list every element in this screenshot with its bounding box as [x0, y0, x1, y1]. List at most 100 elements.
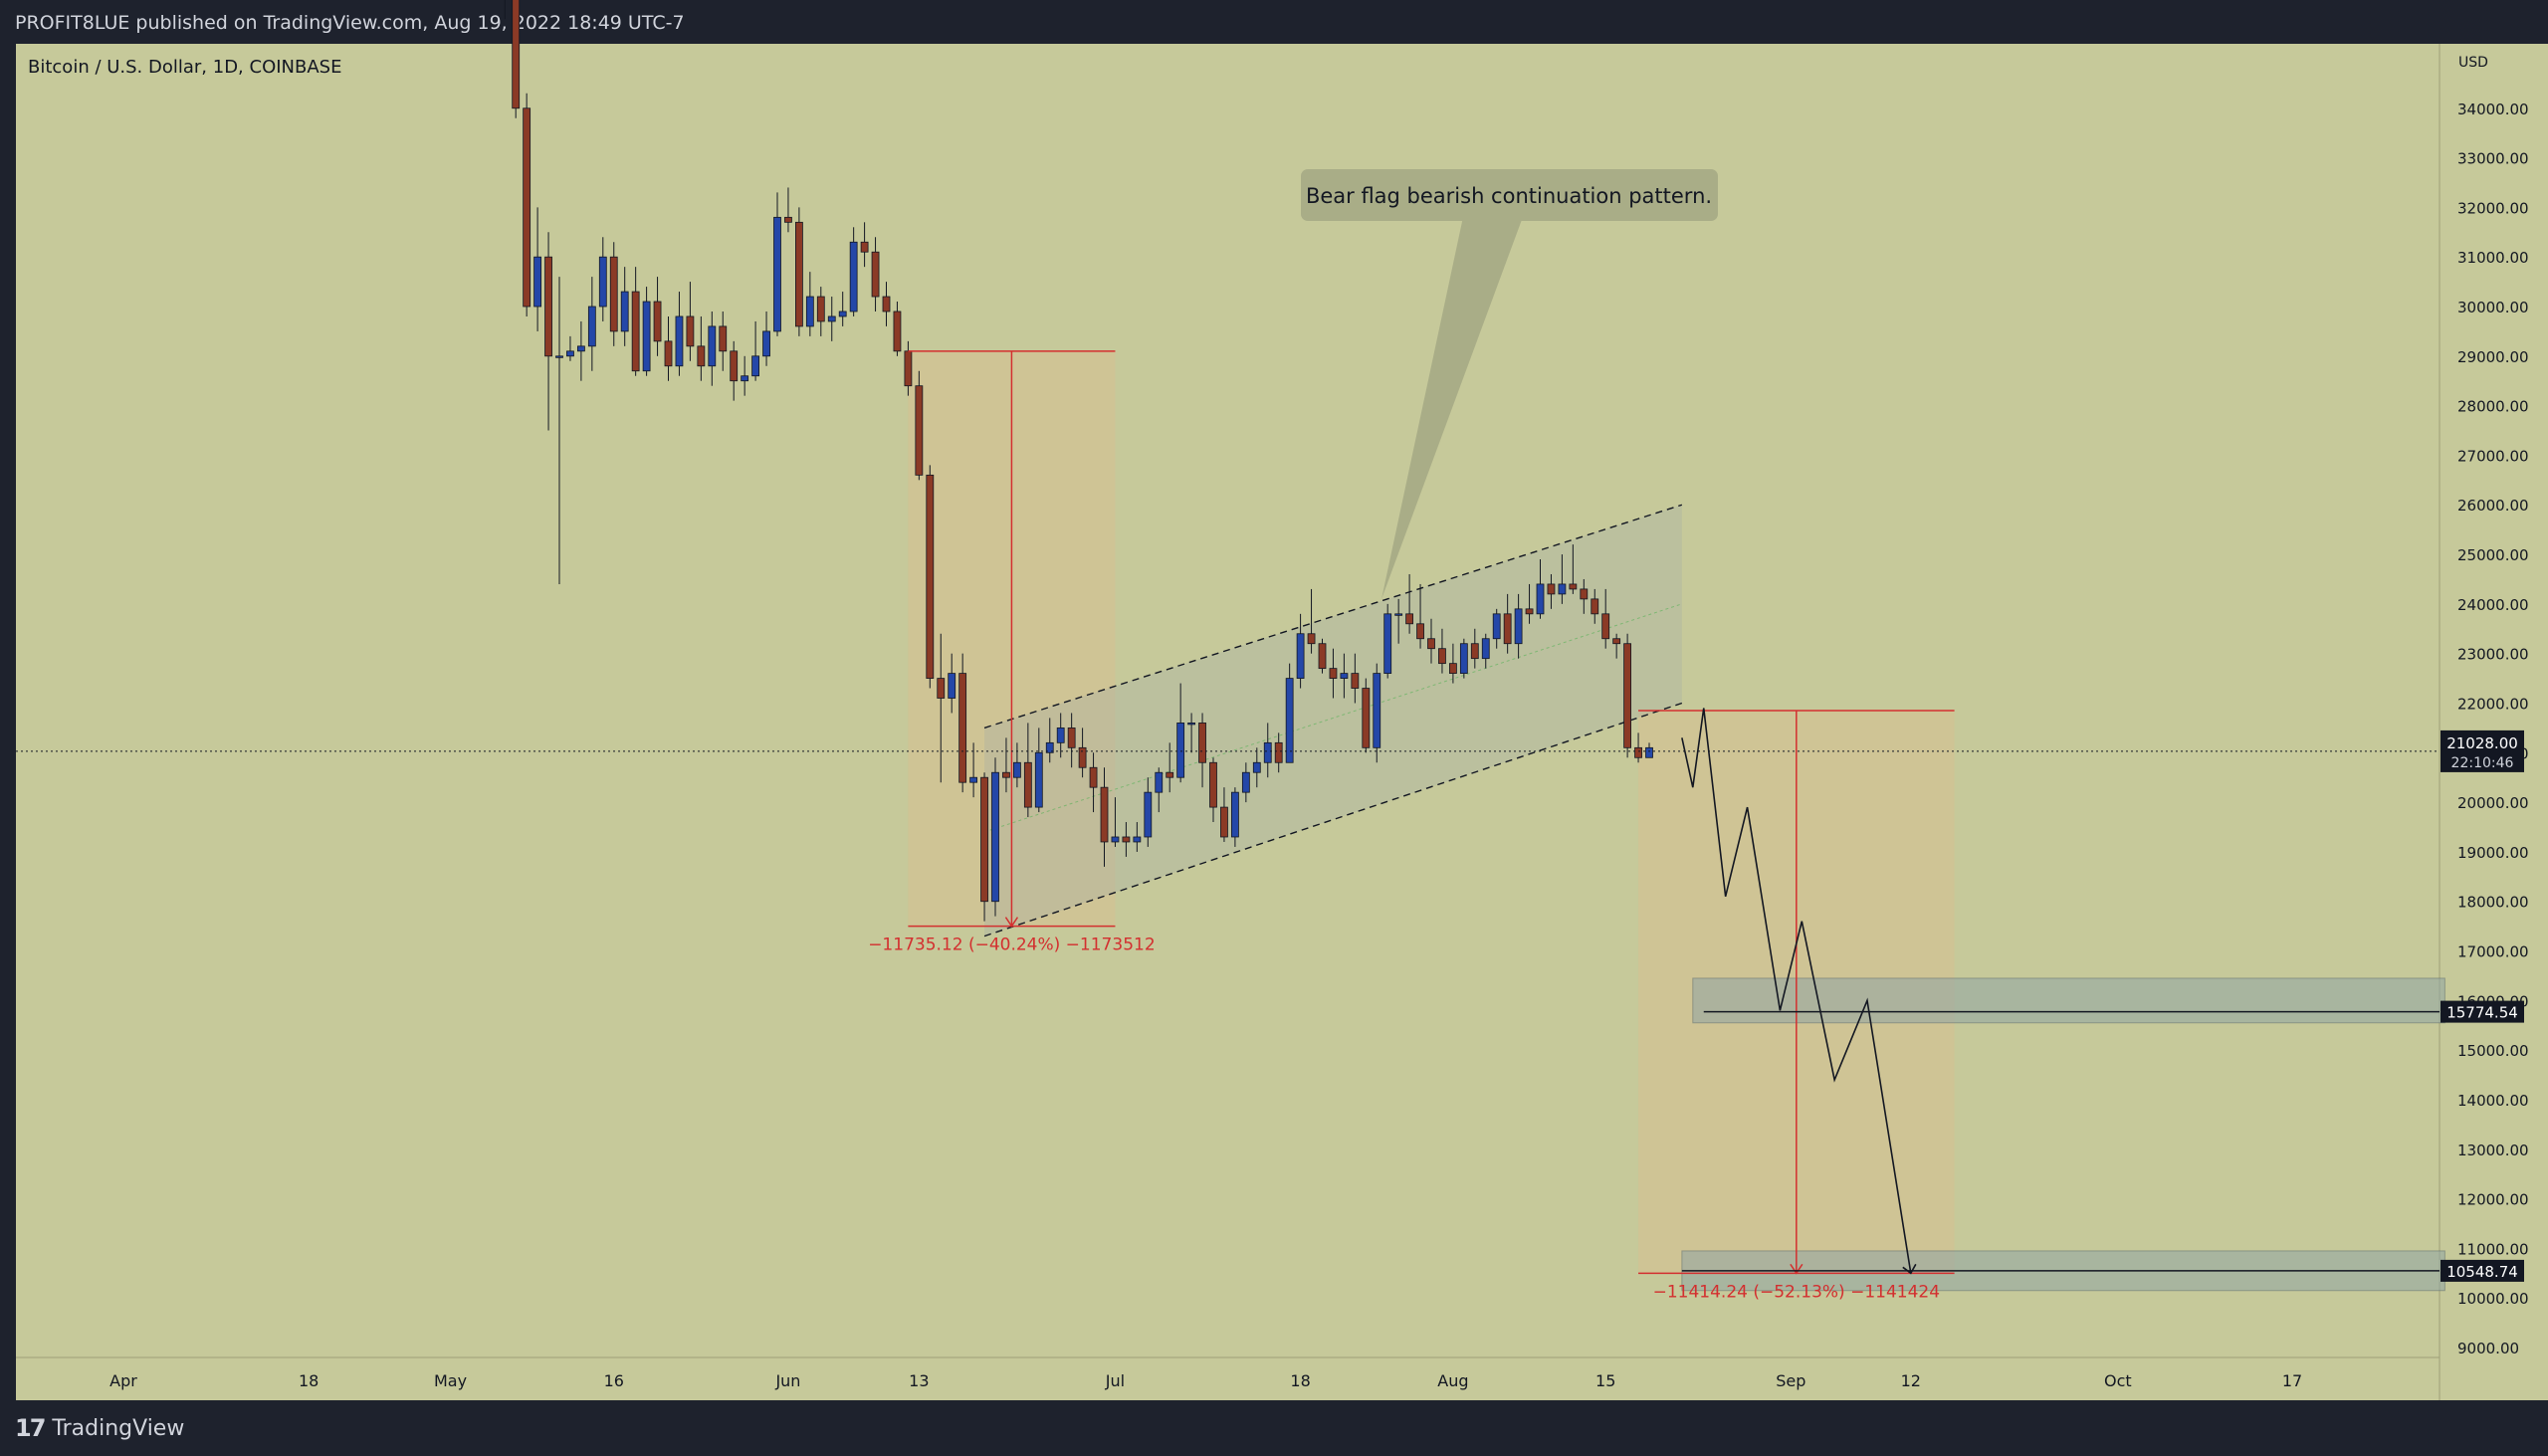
- candle-body: [849, 241, 858, 312]
- candle-body: [1307, 633, 1316, 645]
- time-tick-label: 15: [1595, 1371, 1615, 1390]
- candle-body: [1405, 613, 1413, 625]
- time-tick-label: Sep: [1776, 1371, 1805, 1390]
- candle-body: [1002, 771, 1010, 778]
- candle-body: [1525, 608, 1534, 615]
- candle-body: [838, 311, 847, 317]
- price-tick-label: 22000.00: [2457, 695, 2529, 713]
- drawings[interactable]: [16, 350, 2440, 1275]
- candle-body: [1394, 613, 1403, 616]
- candle-body: [827, 315, 836, 322]
- measure-arrow-head-2: [1790, 1263, 1804, 1275]
- candle-body: [958, 673, 967, 783]
- current-price-badge: [2441, 729, 2524, 772]
- price-axis[interactable]: 9000.00 10000.00 11000.00 12000.00 13000.00 1…: [2457, 101, 2529, 1357]
- candle-body: [893, 311, 902, 352]
- price-tick-label: 26000.00: [2457, 497, 2529, 515]
- time-tick-label: 13: [909, 1371, 929, 1390]
- candle-body: [1373, 673, 1381, 748]
- candle-body: [653, 301, 662, 342]
- channel-upper-line[interactable]: [983, 504, 1683, 729]
- candle-body: [1569, 583, 1578, 590]
- candle-body: [969, 776, 977, 783]
- time-tick-label: 16: [604, 1371, 624, 1390]
- candle-body: [741, 375, 749, 382]
- annotation-callout[interactable]: Bear flag bearish continuation pattern.: [1301, 169, 1718, 599]
- candle-body: [991, 771, 999, 903]
- candle-body: [1601, 613, 1610, 640]
- candle-body: [620, 291, 629, 332]
- candle-body: [1449, 663, 1457, 675]
- countdown-label: 22:10:46: [2451, 755, 2514, 771]
- price-tick-label: 34000.00: [2457, 101, 2529, 118]
- price-tick-label: 11000.00: [2457, 1240, 2529, 1258]
- price-tick-label: 20000.00: [2457, 794, 2529, 812]
- price-tick-label: 17000.00: [2457, 943, 2529, 961]
- price-tick-label: 24000.00: [2457, 596, 2529, 614]
- price-tick-label: 14000.00: [2457, 1092, 2529, 1110]
- plot-background: [16, 44, 2440, 1400]
- candle-body: [1023, 761, 1032, 808]
- time-axis[interactable]: Apr 18 May 16 Jun 13 Jul 18 Aug 15 Sep 12 Oct 17: [109, 1371, 2302, 1390]
- time-tick-label: Jun: [774, 1371, 800, 1390]
- candle-body: [1133, 836, 1142, 843]
- candle-body: [1034, 751, 1043, 808]
- candle-body: [1241, 771, 1250, 793]
- candle-body: [915, 385, 924, 476]
- price-tick-label: 28000.00: [2457, 398, 2529, 416]
- candle-body: [1220, 806, 1228, 838]
- projection-arrow-head: [1902, 1263, 1917, 1275]
- candle-body: [1089, 766, 1098, 788]
- candle-body: [1547, 583, 1556, 595]
- candle-body: [1514, 608, 1523, 645]
- price-tick-label: 23000.00: [2457, 646, 2529, 664]
- projection-path[interactable]: [1681, 708, 1912, 1274]
- candle-body: [1470, 643, 1479, 660]
- candle-body: [1252, 761, 1261, 773]
- candle-body: [751, 355, 759, 377]
- candle-body: [642, 301, 651, 372]
- price-tick-label: 32000.00: [2457, 199, 2529, 217]
- target-price-label-1: 15774.54: [2446, 1004, 2518, 1022]
- candle-body: [937, 678, 946, 699]
- candle-body: [1459, 643, 1468, 675]
- target-price-label-2: 10548.74: [2446, 1263, 2518, 1281]
- measure-label-1: −11735.12 (−40.24%) −1173512: [868, 936, 1155, 955]
- callout-box[interactable]: [1301, 169, 1718, 221]
- candle-body: [598, 256, 607, 308]
- candle-body: [1623, 643, 1631, 748]
- candle-body: [762, 330, 770, 357]
- candle-body: [1612, 638, 1621, 645]
- callout-text: Bear flag bearish continuation pattern.: [1306, 184, 1712, 208]
- candle-body: [1296, 633, 1305, 679]
- price-tick-label: 13000.00: [2457, 1142, 2529, 1159]
- candle-body: [577, 345, 585, 352]
- candle-body: [1645, 746, 1653, 758]
- price-tick-label: 31000.00: [2457, 249, 2529, 267]
- candle-body: [566, 350, 574, 357]
- price-tick-label: 29000.00: [2457, 348, 2529, 366]
- measure-labels: −11735.12 (−40.24%) −1173512 −11414.24 (…: [868, 936, 1940, 1303]
- price-chart[interactable]: Bear flag bearish continuation pattern. …: [0, 0, 2548, 1400]
- measure-arrow-head-1: [1004, 917, 1019, 928]
- candle-body: [1362, 688, 1371, 748]
- candle-body: [631, 291, 640, 372]
- candle-body: [1591, 598, 1599, 615]
- candle-body: [533, 256, 541, 308]
- candle-body: [882, 296, 891, 312]
- target-zone-1[interactable]: [1692, 977, 2445, 1024]
- candle-body: [904, 350, 913, 387]
- candle-body: [1558, 583, 1567, 595]
- footer-bar: 17 TradingView: [0, 1400, 2548, 1456]
- candle-body: [1492, 613, 1501, 640]
- symbol-legend[interactable]: Bitcoin / U.S. Dollar, 1D, COINBASE: [28, 57, 341, 78]
- candle-body: [719, 325, 728, 352]
- time-tick-label: Aug: [1437, 1371, 1468, 1390]
- channel-lower-line[interactable]: [983, 702, 1683, 937]
- footer-brand[interactable]: TradingView: [52, 1415, 185, 1441]
- candle-body: [1176, 723, 1185, 778]
- time-tick-label: Oct: [2104, 1371, 2132, 1390]
- candle-body: [1318, 643, 1327, 670]
- measure-label-2: −11414.24 (−52.13%) −1141424: [1653, 1282, 1940, 1302]
- price-tick-label: 27000.00: [2457, 447, 2529, 465]
